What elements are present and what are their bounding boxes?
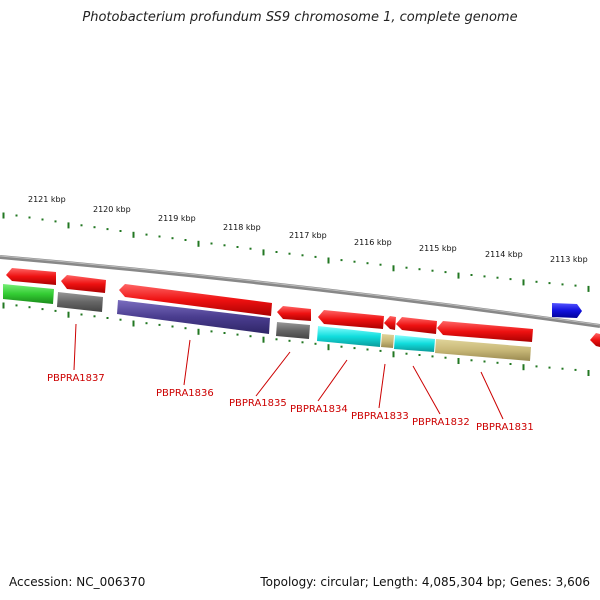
ruler-labels: 2121 kbp 2120 kbp 2119 kbp 2118 kbp 2117… [28,195,588,264]
gene-arrow[interactable] [590,333,600,347]
gene-label-pbpra1836[interactable]: PBPRA1836 [156,388,214,399]
lower-ticks [2,302,590,376]
gene-block[interactable] [3,284,54,304]
reverse-strand-genes [3,284,531,361]
gene-label-pbpra1831[interactable]: PBPRA1831 [476,422,534,433]
gene-block[interactable] [276,322,310,339]
gene-arrow[interactable] [384,316,396,330]
ruler-label-2117: 2117 kbp [289,231,327,240]
gene-arrow[interactable] [61,275,106,293]
ruler-label-2120: 2120 kbp [93,205,131,214]
ruler-label-2114: 2114 kbp [485,250,523,259]
ruler-label-2118: 2118 kbp [223,223,261,232]
gene-label-pbpra1832[interactable]: PBPRA1832 [412,417,470,428]
gene-block[interactable] [317,326,381,347]
topology-text: Topology: circular; Length: 4,085,304 bp… [260,575,590,589]
label-leaders [73,323,504,420]
gene-block[interactable] [435,339,531,361]
ruler-label-2115: 2115 kbp [419,244,457,253]
gene-block[interactable] [117,300,270,334]
gene-label-pbpra1834[interactable]: PBPRA1834 [290,404,348,415]
map-title: Photobacterium profundum SS9 chromosome … [82,10,518,25]
gene-block[interactable] [381,334,394,348]
gene-arrow[interactable] [277,306,311,321]
gene-block[interactable] [57,292,103,312]
ruler-ticks [2,212,590,292]
genome-backbone [0,255,600,328]
gene-arrow[interactable] [6,268,56,285]
gene-arrow[interactable] [396,317,437,334]
genome-backbone-highlight [0,255,600,326]
forward-strand-genes [6,268,600,347]
gene-arrow[interactable] [318,310,384,329]
ruler-label-2116: 2116 kbp [354,238,392,247]
gene-arrow[interactable] [552,303,582,318]
ruler-label-2121: 2121 kbp [28,195,66,204]
ruler-label-2119: 2119 kbp [158,214,196,223]
gene-arrow[interactable] [119,284,272,316]
accession-text: Accession: NC_006370 [9,575,146,589]
gene-label-pbpra1835[interactable]: PBPRA1835 [229,398,287,409]
gene-labels: PBPRA1837 PBPRA1836 PBPRA1835 PBPRA1834 … [47,373,534,433]
gene-label-pbpra1837[interactable]: PBPRA1837 [47,373,105,384]
ruler-label-2113: 2113 kbp [550,255,588,264]
gene-block[interactable] [394,335,435,352]
gene-arrow[interactable] [437,321,533,342]
gene-label-pbpra1833[interactable]: PBPRA1833 [351,411,409,422]
